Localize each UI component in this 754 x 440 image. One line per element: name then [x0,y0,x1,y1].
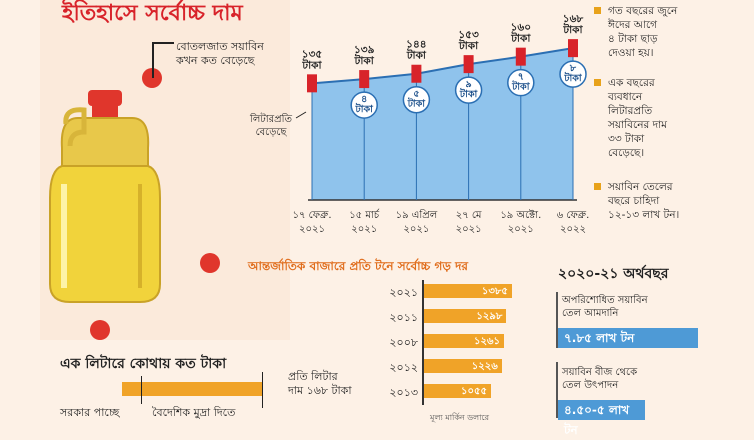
bar: ১২২৬ [424,359,502,373]
price-label: ১৩৫ টাকা [301,48,322,71]
price-marker [411,64,422,83]
price-marker [359,70,370,89]
oil-bottle-illustration [49,90,161,303]
breakdown-price: প্রতি লিটার দাম ১৬৮ টাকা [288,370,352,397]
bar-category-label: ২০১২ [389,361,418,374]
bar: ১৩৮৫ [424,284,512,298]
bar-category-label: ২০১১ [389,311,418,324]
price-marker [463,55,474,74]
increase-label: ৪ টাকা [355,94,375,115]
page-title: ইতিহাসে সর্বোচ্চ দাম [62,1,243,26]
price-label: ১৩৯ টাকা [354,44,375,67]
bar-category-label: ২০১৩ [389,386,418,399]
increase-label: ৫ টাকা [407,89,427,110]
price-marker [568,39,578,58]
increase-circle [559,60,587,88]
x-tick-label: ১৭ ফেব্রু. ২০২১ [292,210,331,235]
breakdown-label-govt: সরকার পাচ্ছে [60,406,120,419]
bar-category-label: ২০০৮ [389,336,418,349]
price-line [311,47,574,85]
bar-axis [422,280,424,405]
bar: ১০৫৫ [424,384,491,398]
increase-circle [454,76,483,104]
marker-dot [142,68,162,88]
note-bullet-icon [594,7,601,14]
per-liter-label: লিটারপ্রতি বেড়েছে [250,114,292,138]
note-bullet-icon [594,79,601,86]
increase-circle [507,68,535,97]
callout-text: বোতলজাত সয়াবিন কখন কত বেড়েছে [176,40,264,67]
x-tick-label: ১৯ অক্টো. ২০২১ [500,209,541,235]
price-marker [307,74,317,93]
breakdown-bar [122,382,262,396]
marker-dot [90,320,110,340]
intl-chart-title: আন্তর্জাতিক বাজারে প্রতি টনে সর্বোচ্চ গড… [248,259,468,273]
increase-label: ৮ টাকা [563,63,583,84]
x-tick-label: ২৭ মে ২০২১ [456,210,482,235]
bar: ১২৯৮ [424,309,507,323]
bar-category-label: ২০২১ [389,286,418,299]
breakdown-divider [262,372,263,408]
divider [556,292,558,348]
fy-import-value: ৭.৮৫ লাখ টন [558,328,698,348]
fy-import-label: অপরিশোধিত সয়াবিন তেল আমদানি [562,295,648,319]
x-tick-label: ৬ ফেব্রু. ২০২২ [557,210,590,235]
marker-dot [200,253,220,273]
breakdown-title: এক লিটারে কোথায় কত টাকা [60,356,227,372]
fy-production-label: সয়াবিন বীজ থেকে তেল উৎপাদন [562,367,638,391]
bar: ১২৬১ [424,334,504,348]
unit-note: মূল্য মার্কিন ডলারে [430,413,490,422]
increase-label: ৯ টাকা [459,79,479,100]
callout-line [152,42,154,78]
x-tick-label: ১৯ এপ্রিল ২০২১ [396,209,438,235]
x-tick-label: ১৫ মার্চ ২০২১ [349,209,380,235]
breakdown-label-foreign: বৈদেশিক মুদ্রা দিতে [152,406,236,419]
note-bullet-icon [594,183,601,190]
per-liter-pointer [295,111,307,119]
increase-circle [402,85,431,114]
bar-value-label: ১৩৮৫ [481,286,508,297]
price-label: ১৬৮ টাকা [562,13,584,36]
price-label: ১৬০ টাকা [510,22,531,45]
fy-production-value: ৪.৫০-৫ লাখ টন [558,400,646,437]
divider [556,362,558,418]
price-label: ১৪৪ টাকা [406,39,427,62]
increase-label: ৭ টাকা [511,72,531,93]
bar-value-label: ১২৬১ [474,336,500,347]
callout-line [152,42,174,44]
increase-circle [350,91,378,119]
breakdown-divider [141,376,142,404]
price-marker [515,47,526,66]
price-area [312,48,573,201]
price-area-chart: ১৩৫ টাকা ১৭ ফেব্রু. ২০২১ ১৩৯ টাকা ৪ টাকা ১৫ মার্… [292,13,590,235]
price-label: ১৫৩ টাকা [458,29,479,52]
bar-value-label: ১২২৬ [471,361,498,372]
fiscal-year-title: ২০২০-২১ অর্থবছর [558,266,669,282]
bar-value-label: ১০৫৫ [460,386,487,397]
bar-value-label: ১২৯৮ [476,311,503,322]
